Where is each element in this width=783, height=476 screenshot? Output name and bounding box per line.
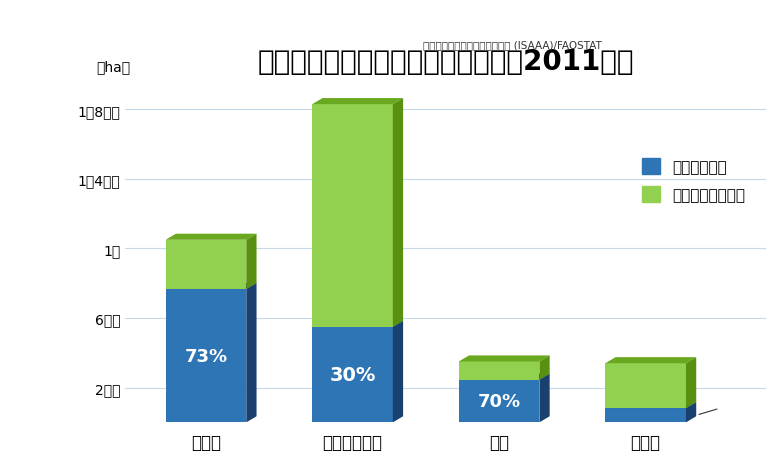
Polygon shape (539, 374, 550, 423)
Polygon shape (247, 283, 257, 423)
Polygon shape (393, 321, 403, 423)
Text: 出典：国際アグリバイオ事業団 (ISAAA)/FAOSTAT: 出典：国際アグリバイオ事業団 (ISAAA)/FAOSTAT (423, 40, 601, 50)
Text: 24%: 24% (723, 396, 766, 414)
Bar (605, 364, 686, 408)
Polygon shape (393, 99, 403, 327)
Polygon shape (459, 356, 550, 362)
Title: 遺伝子組み換え作物の占める割合（2011年）: 遺伝子組み換え作物の占める割合（2011年） (258, 48, 634, 76)
Text: 30%: 30% (330, 366, 376, 384)
Polygon shape (166, 283, 257, 289)
Text: （ha）: （ha） (96, 60, 130, 74)
Bar (605, 408, 686, 423)
Polygon shape (605, 402, 696, 408)
Polygon shape (605, 357, 696, 364)
Polygon shape (166, 234, 257, 240)
Polygon shape (247, 234, 257, 289)
Polygon shape (312, 321, 403, 327)
Bar (312, 327, 393, 423)
Bar (312, 105, 393, 327)
Polygon shape (686, 357, 696, 408)
Text: 70%: 70% (478, 392, 521, 410)
Bar (166, 240, 247, 289)
Text: 73%: 73% (185, 347, 228, 365)
Polygon shape (459, 374, 550, 380)
Bar (166, 289, 247, 423)
Polygon shape (686, 402, 696, 423)
Polygon shape (539, 356, 550, 380)
Legend: 遺伝子組換え, 非・遺伝子組換え: 遺伝子組換え, 非・遺伝子組換え (636, 153, 752, 209)
Polygon shape (312, 99, 403, 105)
Bar (459, 380, 539, 423)
Bar (459, 362, 539, 380)
